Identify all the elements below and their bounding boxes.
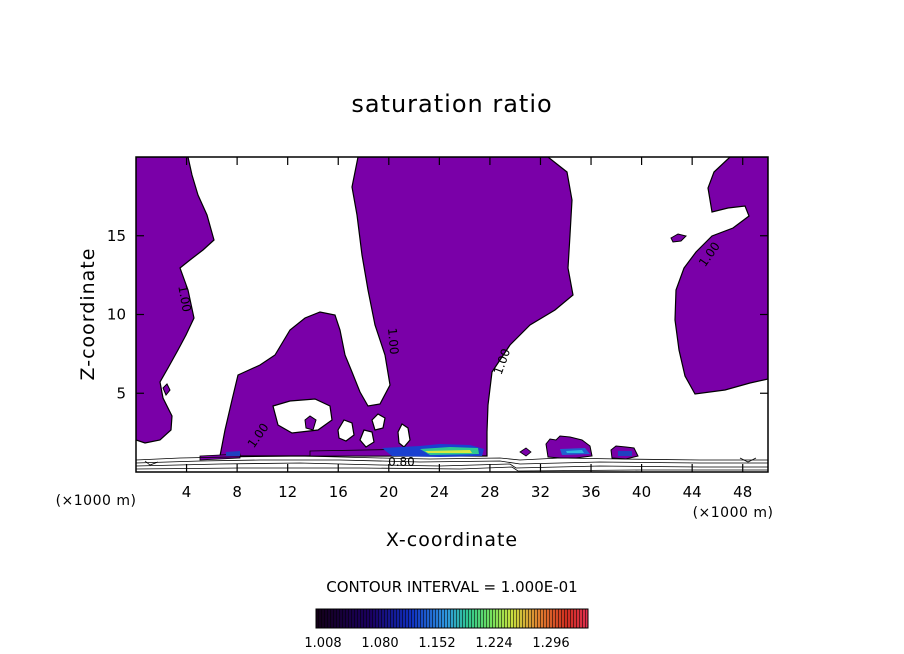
colorbar: 1.008 1.080 1.152 1.224 1.296 (304, 608, 589, 651)
dry-hole-mid-a (337, 419, 355, 442)
east-cluster-c (519, 447, 532, 457)
x-tick-label: 12 (278, 483, 297, 501)
y-axis-title: Z-coordinate (77, 248, 99, 381)
dry-hole-mid-b (359, 429, 375, 448)
small-patch-center (304, 415, 317, 431)
high-value-speck-east (618, 451, 632, 456)
supersaturated-region-central-west (219, 157, 574, 457)
chart-title: saturation ratio (351, 90, 552, 118)
surface-contour-lines (136, 455, 768, 472)
high-value-streak-core (425, 450, 472, 453)
x-axis-ticks: 4 8 12 16 20 24 28 32 36 40 44 48 (182, 157, 752, 501)
y-tick-label: 10 (107, 306, 126, 324)
colorbar-frame (315, 608, 589, 629)
contour-fill-regions (136, 157, 768, 472)
dry-hole-left (272, 398, 333, 434)
small-patch-east (670, 233, 687, 243)
x-tick-label: 40 (632, 483, 651, 501)
supersaturated-region-east (674, 157, 768, 395)
x-tick-label: 16 (329, 483, 348, 501)
supersaturated-region-west (136, 157, 215, 444)
dry-hole-mid-c (371, 413, 386, 431)
x-tick-label: 20 (379, 483, 398, 501)
x-tick-label: 4 (182, 483, 192, 501)
colorbar-tick-label: 1.008 (304, 636, 341, 651)
colorbar-tick-label: 1.152 (418, 636, 455, 651)
y-tick-label: 15 (107, 227, 126, 245)
x-tick-label: 44 (683, 483, 702, 501)
x-tick-label: 36 (581, 483, 600, 501)
x-tick-label: 32 (531, 483, 550, 501)
contour-label: 0.80 (388, 455, 415, 469)
x-tick-label: 8 (232, 483, 242, 501)
high-value-speck-west (226, 451, 240, 456)
contour-label: 1.00 (385, 327, 401, 355)
x-tick-label: 28 (480, 483, 499, 501)
colorbar-hatching (316, 609, 588, 628)
colorbar-tick-label: 1.224 (475, 636, 512, 651)
colorbar-labels: 1.008 1.080 1.152 1.224 1.296 (304, 636, 569, 651)
colorbar-tick-label: 1.080 (361, 636, 398, 651)
y-axis-unit: (×1000 m) (56, 493, 137, 509)
contour-label: 1.00 (175, 284, 193, 313)
x-axis-unit: (×1000 m) (693, 505, 774, 521)
x-tick-label: 48 (733, 483, 752, 501)
x-axis-title: X-coordinate (386, 529, 518, 551)
y-axis-ticks: 5 10 15 (107, 227, 768, 402)
x-tick-label: 24 (430, 483, 449, 501)
contour-interval-text: CONTOUR INTERVAL = 1.000E-01 (326, 578, 577, 596)
colorbar-tick-label: 1.296 (532, 636, 569, 651)
high-value-streak-east-core (566, 450, 584, 453)
y-tick-label: 5 (116, 384, 126, 402)
dry-hole-mid-d (397, 423, 411, 448)
small-patch-west (162, 383, 171, 396)
